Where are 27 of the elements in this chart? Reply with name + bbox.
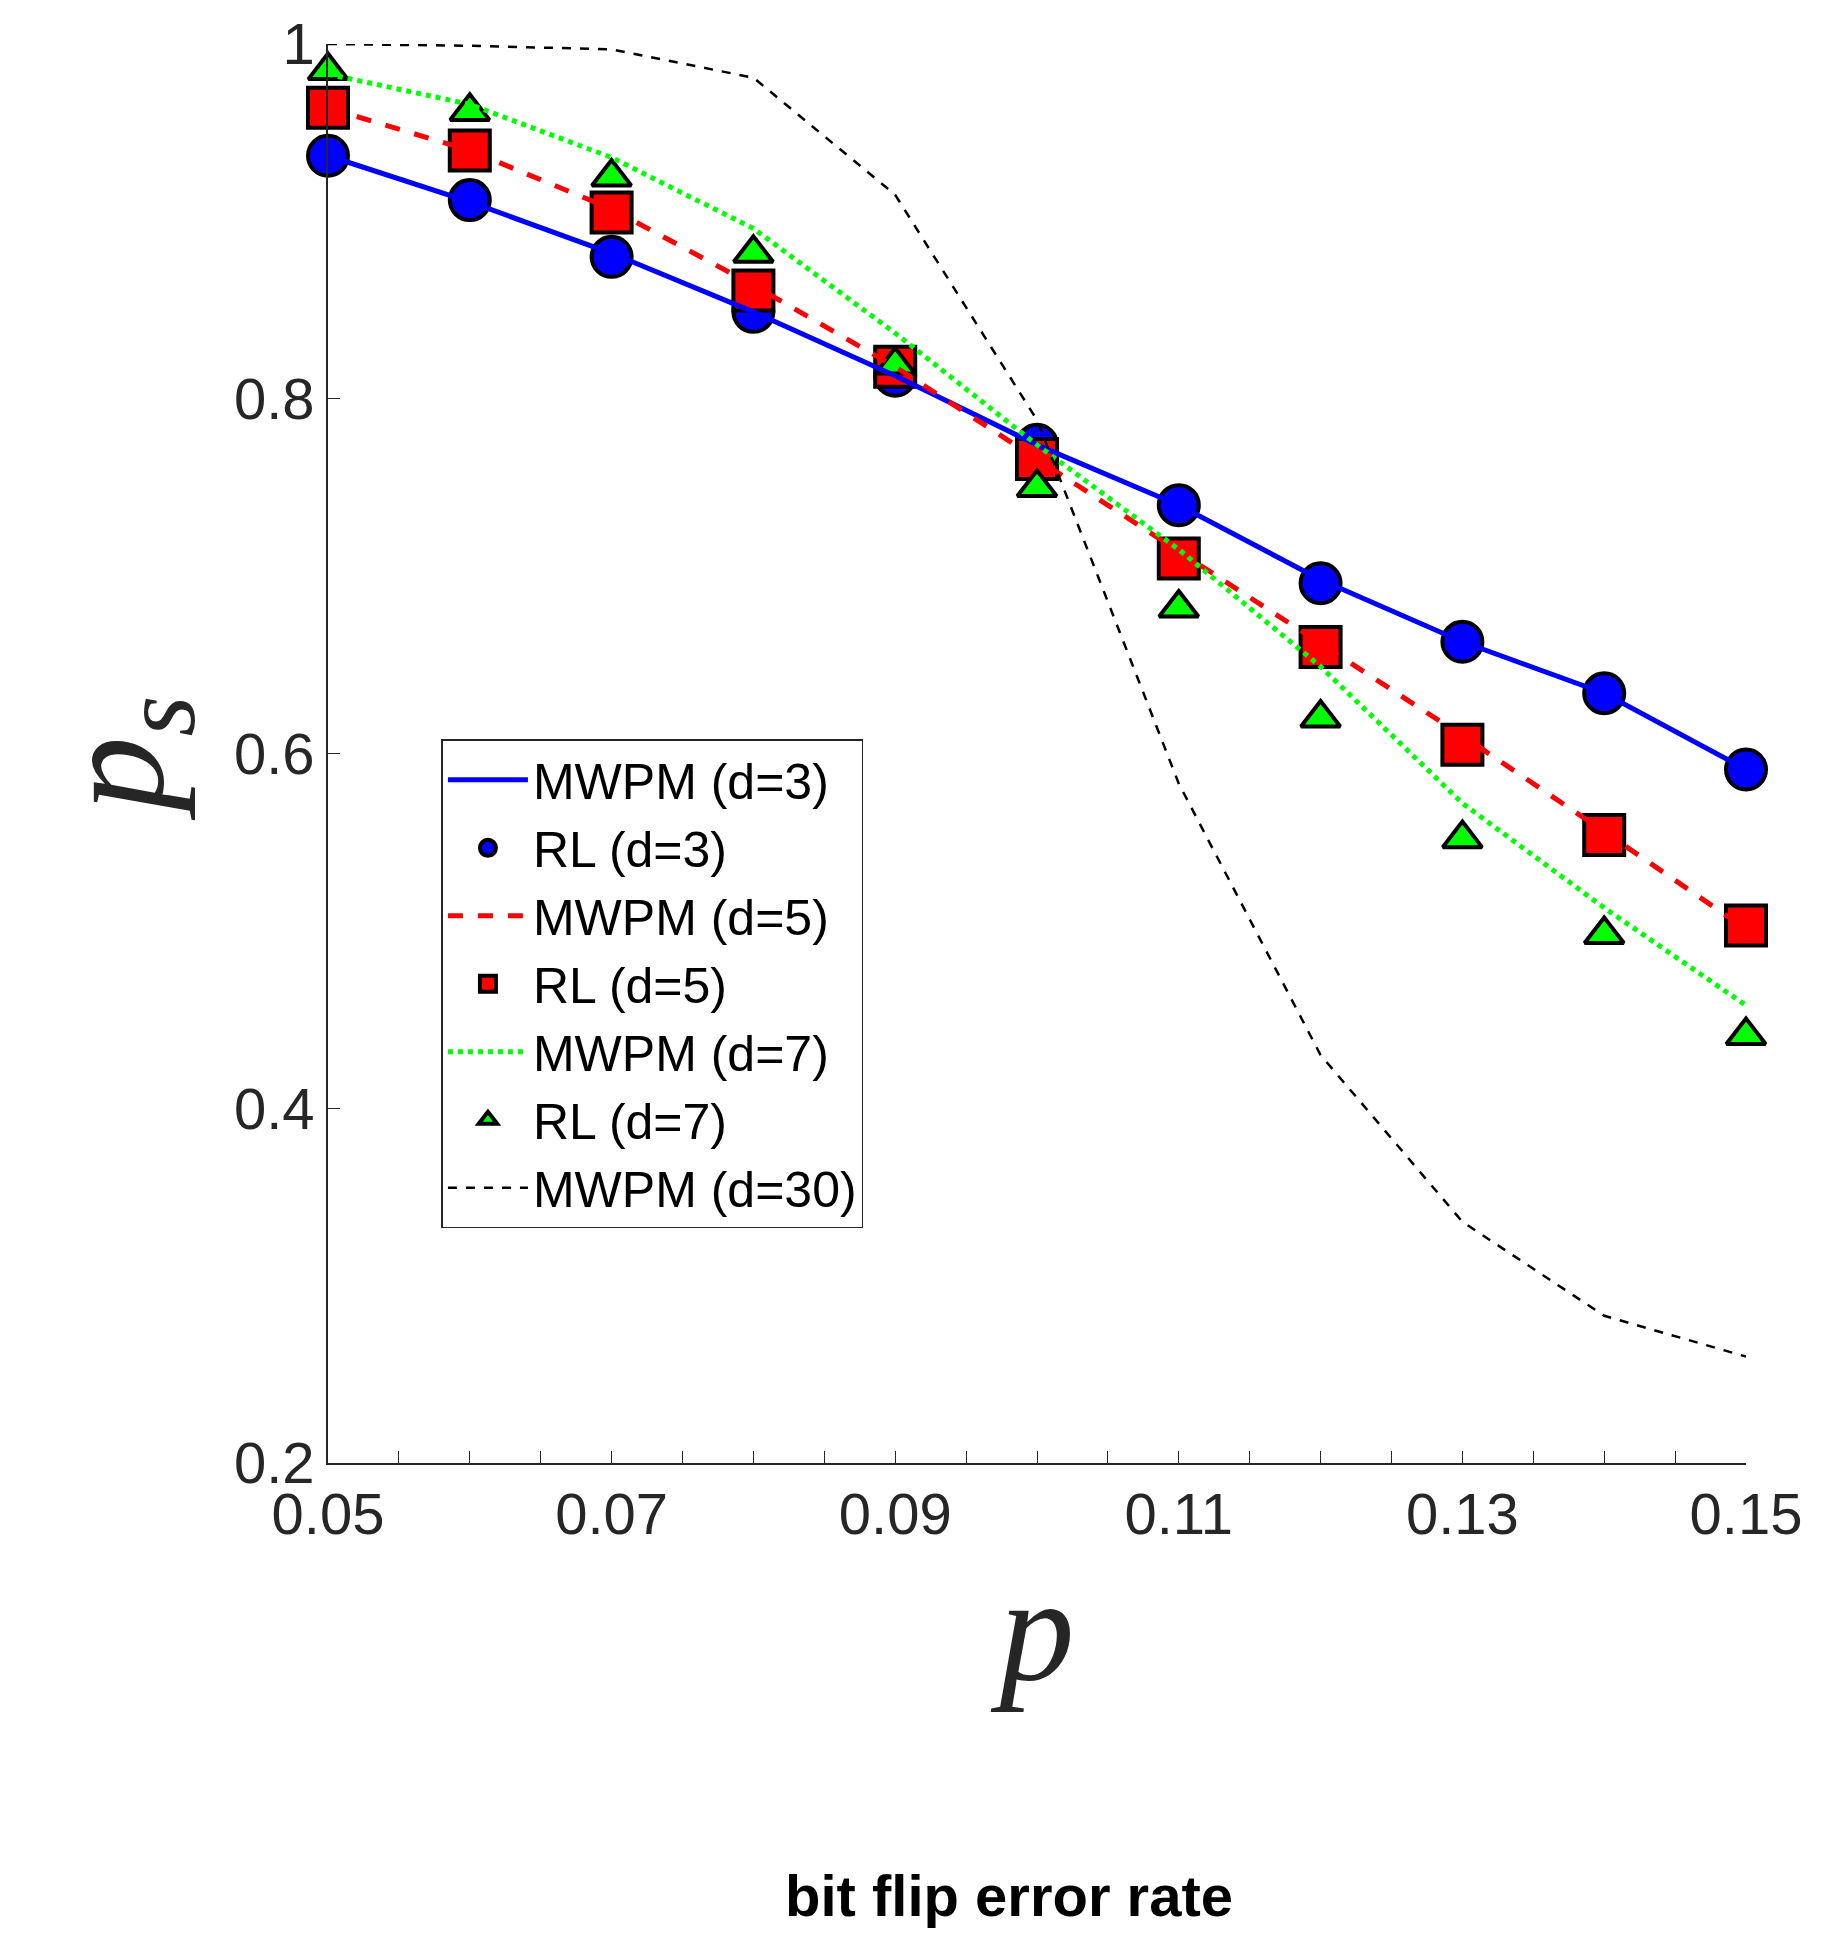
legend-label: RL (d=5) (532, 958, 728, 1015)
y-tick-label: 0.8 (234, 366, 315, 432)
point (1724, 903, 1768, 948)
point (1582, 813, 1627, 858)
x-tick-label: 0.07 (555, 1481, 669, 1547)
legend-label: RL (d=3) (532, 822, 728, 879)
x-tick-label: 0.11 (1124, 1481, 1234, 1547)
legend-label: MWPM (d=30) (532, 1162, 857, 1219)
y-tick-label: 0.6 (234, 720, 315, 786)
legend-label: MWPM (d=3) (532, 754, 829, 811)
x-tick-label: 0.09 (838, 1481, 952, 1547)
point (1440, 722, 1485, 767)
x-tick-label: 0.13 (1405, 1481, 1519, 1547)
point (1156, 536, 1201, 581)
legend-label: MWPM (d=5) (532, 890, 829, 947)
legend-label: RL (d=7) (532, 1094, 728, 1151)
point (306, 85, 350, 130)
x-tick-label: 0.15 (1689, 1481, 1803, 1547)
point (447, 128, 492, 173)
text: bit flip error rate (785, 1863, 1233, 1928)
legend-label: MWPM (d=7) (532, 1026, 829, 1083)
line-series (328, 44, 1746, 1358)
x-axis-title: p (990, 1546, 1075, 1713)
y-tick-label: 1 (282, 11, 315, 77)
point (1724, 747, 1768, 792)
y-tick-label: 0.4 (234, 1075, 315, 1141)
point (589, 190, 634, 235)
